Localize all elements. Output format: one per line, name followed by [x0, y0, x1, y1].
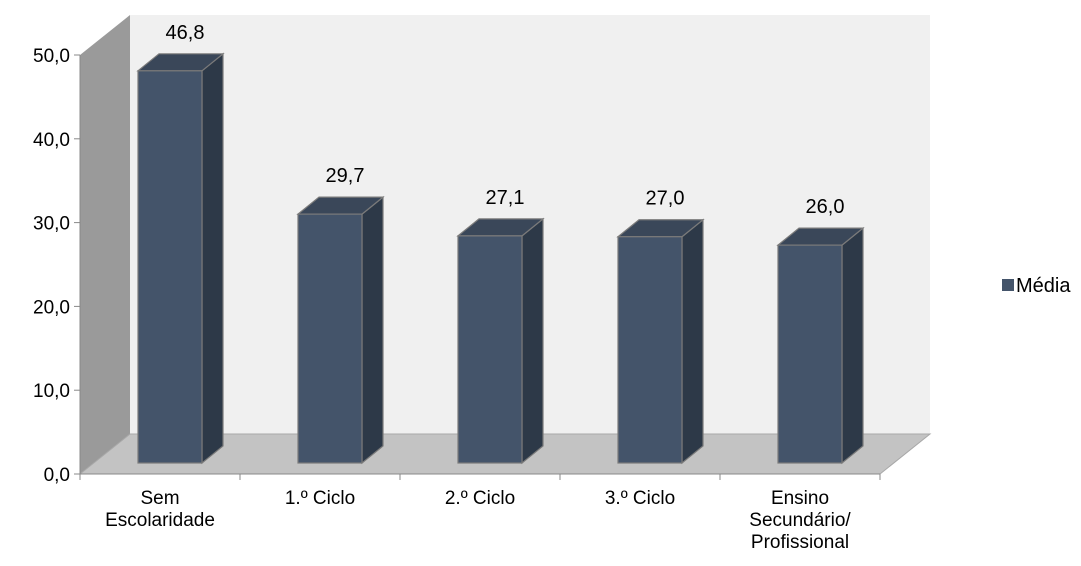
bar: [776, 226, 865, 465]
bar-series: [136, 52, 865, 465]
bar-side: [361, 195, 384, 465]
data-label: 27,0: [646, 188, 685, 210]
y-tick-label: 20,0: [33, 297, 70, 318]
x-category-label: 1.º Ciclo: [285, 488, 355, 509]
y-tick-label: 30,0: [33, 214, 70, 235]
y-tick-label: 10,0: [33, 381, 70, 402]
x-category-label: 3.º Ciclo: [605, 488, 675, 509]
data-label: 46,8: [166, 22, 205, 44]
legend-swatch: [1002, 279, 1014, 291]
bar-side: [521, 217, 544, 465]
x-category-label: 2.º Ciclo: [445, 488, 515, 509]
bar: [456, 217, 545, 465]
bar: [616, 218, 705, 465]
bar-side: [681, 218, 704, 465]
bar: [296, 195, 385, 465]
bar-front: [137, 70, 203, 464]
bar: [136, 52, 225, 465]
bar-front: [297, 213, 363, 464]
bar-front: [617, 236, 683, 464]
x-category-label: Ensino Secundário/Profissional: [749, 488, 851, 553]
bar-front: [777, 244, 843, 464]
y-axis: 0,0 10,0 20,0 30,0 40,0 50,0: [33, 46, 81, 486]
data-label: 26,0: [806, 196, 845, 218]
x-axis: Sem Escolaridade 1.º Ciclo 2.º Ciclo 3.º Cic…: [79, 473, 881, 553]
bar-front: [457, 235, 523, 464]
legend-label-media: Média: [1016, 275, 1071, 297]
side-wall: [80, 15, 130, 474]
bar-side: [201, 52, 224, 465]
y-tick-label: 0,0: [44, 465, 70, 486]
bar-side: [841, 226, 864, 465]
data-label: 27,1: [486, 187, 525, 209]
y-tick-label: 40,0: [33, 130, 70, 151]
data-label: 29,7: [326, 165, 365, 187]
x-category-label: Sem Escolaridade: [105, 488, 215, 531]
data-labels: 46,8 29,7 27,1 27,0 26,0: [166, 22, 845, 218]
y-tick-label: 50,0: [33, 46, 70, 67]
legend: Média: [1002, 275, 1071, 297]
